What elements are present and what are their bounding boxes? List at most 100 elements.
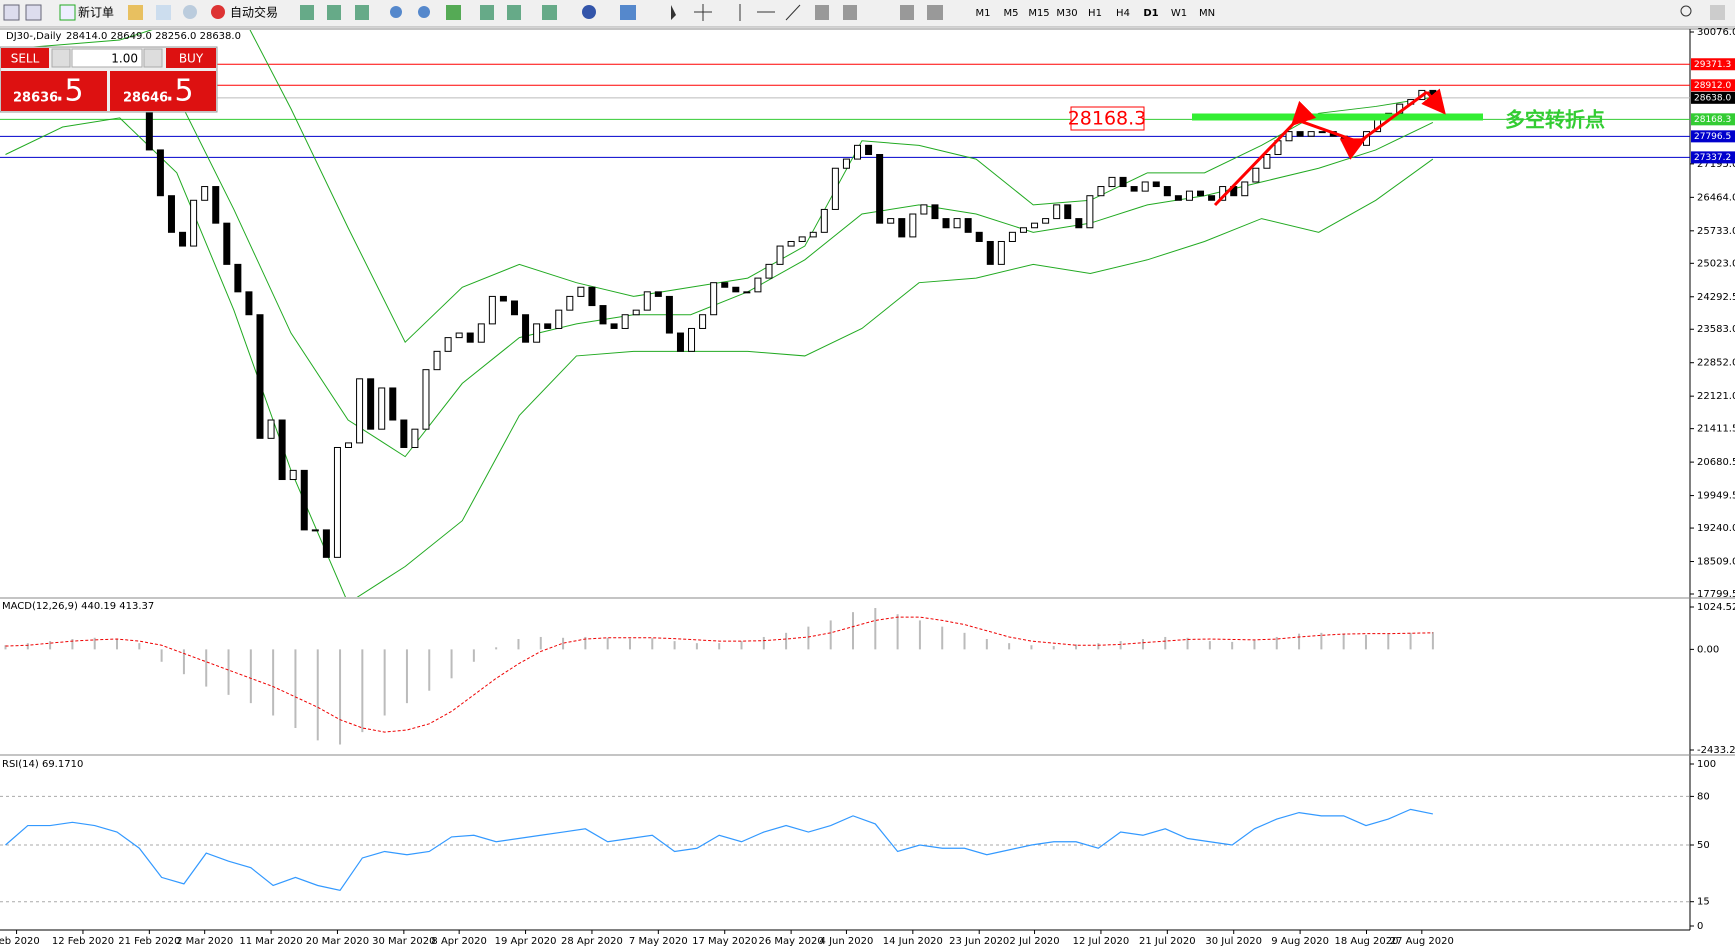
icon[interactable] — [542, 5, 557, 20]
candle — [621, 314, 629, 329]
icon[interactable] — [620, 5, 636, 20]
y-tick-label: 23583.0 — [1697, 324, 1735, 335]
candle — [1086, 195, 1094, 229]
icon[interactable] — [480, 5, 494, 20]
x-tick-label: Feb 2020 — [0, 936, 40, 947]
candle — [488, 295, 496, 325]
icon[interactable] — [418, 6, 430, 18]
icon[interactable] — [900, 5, 914, 20]
candle — [776, 245, 784, 265]
icon[interactable] — [183, 5, 197, 19]
timeframe[interactable]: MN — [1199, 8, 1215, 19]
level-label: 28638.0 — [1694, 93, 1731, 103]
icon[interactable] — [785, 4, 801, 21]
candle — [1163, 186, 1171, 197]
candle — [179, 231, 187, 247]
candle — [367, 378, 375, 430]
sell-price-box[interactable] — [1, 71, 107, 111]
auto-trade[interactable]: 自动交易 — [230, 5, 278, 20]
icon[interactable] — [3, 4, 20, 21]
arrow-head — [1290, 100, 1317, 127]
icon[interactable] — [507, 5, 521, 20]
candle — [278, 419, 286, 481]
new-order[interactable]: 新订单 — [78, 5, 114, 20]
icon[interactable] — [300, 5, 314, 20]
candle — [665, 295, 673, 334]
spin-up[interactable] — [143, 48, 163, 68]
icon[interactable] — [582, 5, 596, 19]
timeframe[interactable]: M1 — [976, 8, 991, 19]
candle — [842, 158, 850, 169]
candle — [1130, 186, 1138, 192]
icon[interactable] — [128, 5, 143, 20]
x-tick-label: 30 Mar 2020 — [372, 936, 435, 947]
y-tick-label: 24292.5 — [1697, 292, 1735, 303]
candle — [389, 387, 397, 421]
icon[interactable] — [1710, 5, 1725, 20]
icon[interactable] — [927, 5, 943, 20]
timeframe[interactable]: D1 — [1143, 8, 1158, 19]
candle — [1197, 190, 1205, 197]
timeframe[interactable]: M30 — [1056, 8, 1077, 19]
y-tick-label: 25733.0 — [1697, 226, 1735, 237]
candle — [411, 428, 419, 448]
icon[interactable] — [843, 5, 857, 20]
buy-label[interactable]: BUY — [179, 52, 204, 66]
x-tick-label: 21 Feb 2020 — [118, 936, 180, 947]
candle — [975, 231, 983, 242]
timeframe[interactable]: H4 — [1116, 8, 1130, 19]
buy-price[interactable]: 28646 — [123, 91, 168, 106]
candle — [190, 199, 198, 247]
rsi-tick-label: 80 — [1697, 791, 1710, 802]
buy-price-box[interactable] — [110, 71, 216, 111]
spin-down[interactable] — [51, 48, 71, 68]
candle — [1075, 218, 1083, 229]
x-tick-label: 17 May 2020 — [692, 936, 757, 947]
candle — [422, 369, 430, 430]
macd-tick-label: 1024.52 — [1697, 602, 1735, 613]
candle — [1008, 231, 1016, 242]
timeframe[interactable]: M15 — [1028, 8, 1049, 19]
timeframe[interactable]: W1 — [1171, 8, 1187, 19]
level-label: 27796.5 — [1694, 132, 1731, 142]
search-icon[interactable] — [1680, 5, 1692, 17]
new-order-icon[interactable] — [59, 4, 76, 21]
arrow-head — [1339, 138, 1367, 160]
icon[interactable] — [327, 5, 341, 20]
candle — [356, 378, 364, 444]
icon[interactable] — [815, 5, 829, 20]
toolbar: 新订单 自动交易 M1 M5 M15 M30 H1 H4 D1 W1 MN — [0, 0, 1735, 28]
candle — [234, 263, 242, 293]
buy-price-big[interactable]: .5 — [165, 74, 194, 109]
lots[interactable]: 1.00 — [111, 52, 138, 66]
candle — [333, 446, 341, 558]
candle — [798, 236, 806, 242]
level-label-bg — [1691, 130, 1735, 143]
sell-price-big[interactable]: .5 — [55, 74, 84, 109]
sell-price[interactable]: 28636 — [13, 91, 58, 106]
candle — [953, 218, 961, 229]
symbol: DJ30-,Daily — [6, 31, 62, 42]
timeframe[interactable]: H1 — [1088, 8, 1102, 19]
y-tick-label: 22121.0 — [1697, 391, 1735, 402]
icon[interactable] — [446, 5, 461, 20]
icon[interactable] — [25, 4, 42, 21]
candle — [345, 442, 353, 448]
x-tick-label: 11 Mar 2020 — [239, 936, 302, 947]
icon[interactable] — [156, 5, 171, 20]
icon[interactable] — [390, 6, 402, 18]
x-tick-label: 28 Apr 2020 — [561, 936, 623, 947]
candle — [400, 419, 408, 448]
sell-button[interactable] — [1, 48, 49, 68]
buy-button[interactable] — [166, 48, 216, 68]
sell-label[interactable]: SELL — [11, 52, 40, 66]
candle — [1064, 204, 1072, 220]
icon[interactable] — [355, 5, 369, 20]
timeframe[interactable]: M5 — [1004, 8, 1019, 19]
auto-trade-icon[interactable] — [211, 5, 225, 19]
candle — [920, 204, 928, 215]
rsi-tick-label: 0 — [1697, 921, 1703, 932]
lots-input[interactable] — [71, 48, 143, 68]
candle — [997, 240, 1005, 265]
cursor-icon[interactable] — [671, 5, 676, 20]
